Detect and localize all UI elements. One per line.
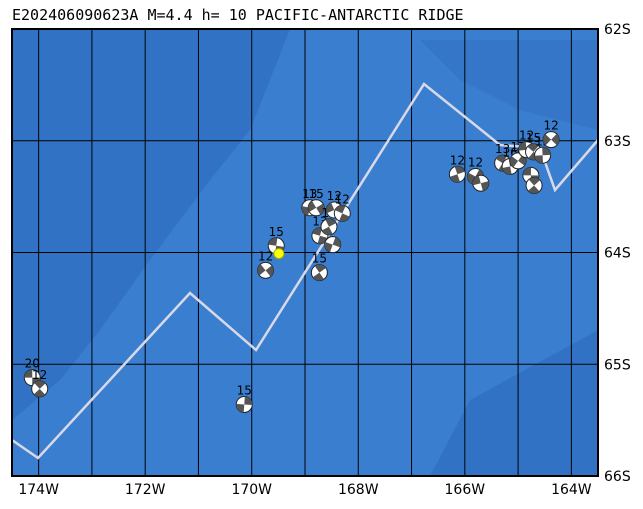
lat-label: 66S xyxy=(604,469,631,485)
beachball-quadrant xyxy=(24,369,33,378)
depth-label: 15 xyxy=(309,187,324,201)
depth-label: 12 xyxy=(519,129,534,143)
lon-label: 174W xyxy=(18,482,59,498)
beachball xyxy=(534,146,552,164)
beachball-quadrant xyxy=(321,226,333,235)
beachball-quadrant xyxy=(534,155,544,164)
depth-label: 12 xyxy=(543,119,558,133)
beachball-quadrant xyxy=(480,181,489,191)
beachball xyxy=(525,176,543,194)
beachball-quadrant xyxy=(527,143,539,152)
beachball-quadrant xyxy=(332,237,341,248)
beachball-quadrant xyxy=(495,155,507,164)
depth-label: 15 xyxy=(269,225,284,239)
beachball-quadrant xyxy=(244,396,253,406)
depth-label: 12 xyxy=(258,249,273,263)
beachball-quadrant xyxy=(528,185,540,194)
beachball-quadrant xyxy=(33,388,46,397)
depth-label: 13 xyxy=(495,142,510,156)
map-frame xyxy=(11,28,599,477)
beachball xyxy=(542,131,560,149)
beachball xyxy=(257,261,275,279)
beachball-quadrant xyxy=(236,403,245,413)
map-title: E202406090623A M=4.4 h= 10 PACIFIC-ANTAR… xyxy=(12,6,464,24)
depth-label: 12 xyxy=(468,156,483,170)
beachball-quadrant xyxy=(467,172,476,184)
lon-label: 166W xyxy=(445,482,486,498)
beachball-quadrant xyxy=(449,174,460,183)
beachball-quadrant xyxy=(312,272,324,281)
beachball-quadrant xyxy=(316,203,325,215)
beachball-quadrant xyxy=(257,264,266,276)
depth-label: 12 xyxy=(450,153,465,167)
depth-label: 12 xyxy=(327,189,342,203)
beachball-quadrant xyxy=(339,213,350,222)
plate-boundary xyxy=(11,82,599,460)
beachball xyxy=(307,199,325,217)
lat-label: 64S xyxy=(604,246,631,262)
depth-label: 12 xyxy=(32,368,47,382)
depth-label: 15 xyxy=(237,383,252,397)
beachball-quadrant xyxy=(528,177,541,186)
beachball-quadrant xyxy=(502,166,512,175)
beachball-quadrant xyxy=(472,175,481,186)
beachball xyxy=(320,218,338,236)
depth-label: 12 xyxy=(335,192,350,206)
depth-label: 20 xyxy=(25,357,40,371)
beachball-quadrant xyxy=(518,141,527,151)
lat-label: 65S xyxy=(604,357,631,373)
lat-label: 63S xyxy=(604,134,631,150)
lon-label: 170W xyxy=(231,482,272,498)
beachball xyxy=(235,395,253,413)
beachball-quadrant xyxy=(324,241,333,253)
beachball-quadrant xyxy=(542,147,551,156)
beachball-quadrant xyxy=(268,237,278,246)
beachball-quadrant xyxy=(510,156,519,168)
depth-label: 15 xyxy=(526,131,541,145)
beachball xyxy=(31,380,49,398)
beachball-quadrant xyxy=(314,264,326,273)
beachball xyxy=(448,165,466,183)
beachball-quadrant xyxy=(265,265,274,277)
lon-label: 164W xyxy=(551,482,592,498)
depth-label: 13 xyxy=(302,187,317,201)
beachball-quadrant xyxy=(543,134,552,146)
beachball xyxy=(472,174,490,192)
beachball-quadrant xyxy=(522,167,532,176)
beachball xyxy=(324,236,342,254)
beachball-quadrant xyxy=(312,227,323,236)
beachball-quadrant xyxy=(34,380,46,389)
lon-label: 168W xyxy=(338,482,379,498)
beachball-quadrant xyxy=(334,205,346,214)
beachball-quadrant xyxy=(308,200,317,212)
beachball-quadrant xyxy=(454,166,465,175)
lat-label: 62S xyxy=(604,22,631,38)
beachball xyxy=(333,204,351,222)
lon-label: 172W xyxy=(125,482,166,498)
depth-label: 15 xyxy=(312,252,327,266)
epicenter xyxy=(273,248,285,260)
beachball-quadrant xyxy=(325,218,337,227)
beachball xyxy=(310,264,328,282)
beachball-quadrant xyxy=(551,133,560,146)
beachball-quadrant xyxy=(326,202,335,214)
